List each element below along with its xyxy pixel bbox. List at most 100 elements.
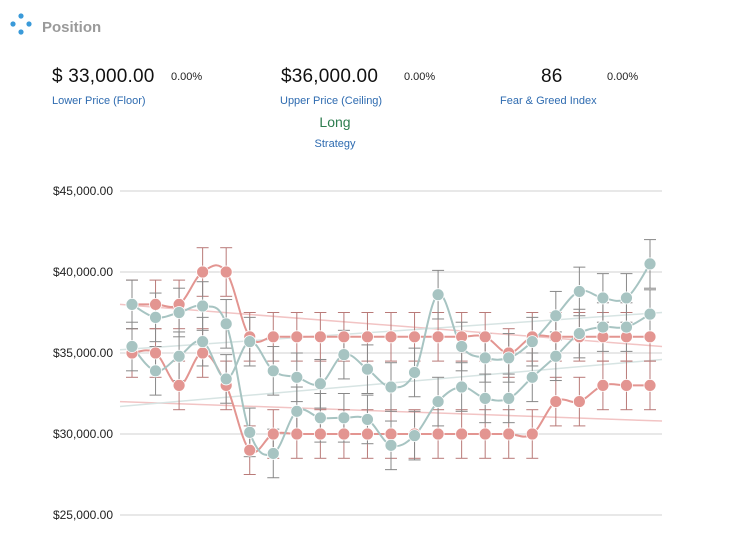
data-point [149, 297, 162, 311]
strategy-value: Long [319, 114, 351, 130]
data-point [549, 330, 563, 344]
metric-ceiling-value: $36,000.00 [281, 66, 379, 87]
data-point [478, 351, 492, 365]
data-point [455, 380, 469, 394]
data-point [290, 330, 304, 344]
data-point [525, 370, 539, 384]
data-point [196, 299, 210, 313]
strategy-block: Long Strategy [0, 114, 670, 150]
data-point [478, 391, 492, 405]
data-point [455, 340, 469, 353]
data-point [502, 427, 516, 441]
data-point [219, 372, 233, 386]
data-point [502, 391, 516, 405]
y-tick-label: $35,000.00 [53, 346, 113, 360]
metric-floor: $ 33,000.00 0.00% Lower Price (Floor) [52, 66, 202, 107]
page-title: Position [42, 18, 102, 36]
data-point [266, 427, 280, 441]
data-point [266, 447, 280, 460]
data-point [313, 377, 327, 391]
data-point [172, 349, 186, 363]
data-point [243, 425, 257, 439]
data-point [502, 351, 516, 365]
data-point [337, 330, 351, 344]
data-point [596, 378, 610, 392]
data-point [384, 380, 398, 394]
data-point [525, 427, 539, 441]
y-tick-label: $40,000.00 [53, 265, 113, 279]
strategy-label: Strategy [314, 138, 356, 150]
data-point [408, 330, 421, 344]
data-point [290, 427, 304, 441]
data-point [455, 427, 469, 441]
data-point [125, 340, 139, 353]
data-point [572, 327, 586, 340]
data-point [478, 427, 492, 441]
data-point [243, 443, 257, 457]
data-point [196, 346, 210, 360]
data-point [384, 427, 398, 441]
data-point [313, 427, 327, 441]
y-tick-label: $25,000.00 [53, 508, 113, 522]
data-point [219, 317, 233, 331]
metric-floor-change: 0.00% [171, 71, 203, 83]
y-tick-label: $45,000.00 [53, 184, 113, 198]
data-point [596, 291, 610, 305]
data-point [313, 411, 327, 425]
data-point [408, 429, 421, 443]
data-point [266, 364, 280, 378]
data-point [431, 330, 445, 344]
data-point [337, 411, 351, 425]
data-point [384, 330, 398, 344]
data-point [478, 330, 492, 344]
data-point [172, 306, 186, 319]
data-point [290, 370, 304, 384]
data-point [149, 364, 162, 378]
data-point [620, 320, 633, 334]
data-point [525, 335, 539, 349]
metric-ceiling-label: Upper Price (Ceiling) [280, 95, 383, 107]
data-point [313, 330, 327, 344]
cross-dots-icon [10, 13, 32, 35]
panel-header: Position [10, 12, 101, 36]
data-point [431, 427, 445, 441]
data-point [196, 335, 210, 349]
data-point [337, 348, 351, 362]
data-point [620, 291, 633, 305]
data-point [431, 395, 445, 409]
metric-floor-label: Lower Price (Floor) [52, 95, 146, 107]
data-point [596, 320, 610, 334]
data-point [243, 335, 257, 349]
data-point [290, 404, 304, 418]
metric-fear-greed: 86 0.00% Fear & Greed Index [500, 66, 638, 107]
data-point [337, 427, 351, 441]
data-point [572, 285, 586, 298]
data-point [266, 330, 280, 344]
metric-fear-greed-value: 86 [541, 66, 563, 87]
metric-ceiling-change: 0.00% [404, 71, 436, 83]
data-point [384, 438, 398, 452]
data-point [219, 265, 233, 279]
data-point [408, 366, 421, 379]
data-point [549, 349, 563, 363]
data-point [196, 265, 210, 279]
y-tick-label: $30,000.00 [53, 427, 113, 441]
data-point [172, 378, 186, 392]
metric-fear-greed-label: Fear & Greed Index [500, 95, 597, 107]
data-point [643, 378, 657, 392]
data-point [125, 297, 139, 311]
data-point [361, 362, 374, 376]
data-point [549, 395, 563, 409]
data-point [149, 310, 162, 324]
metric-ceiling: $36,000.00 0.00% Upper Price (Ceiling) [280, 66, 435, 107]
data-point [549, 309, 563, 323]
data-point [643, 330, 657, 344]
data-point [149, 346, 162, 360]
data-point [361, 330, 374, 344]
data-point [361, 413, 374, 426]
data-point [572, 395, 586, 409]
data-point [431, 288, 445, 302]
metric-floor-value: $ 33,000.00 [52, 66, 155, 87]
data-point [620, 378, 633, 392]
